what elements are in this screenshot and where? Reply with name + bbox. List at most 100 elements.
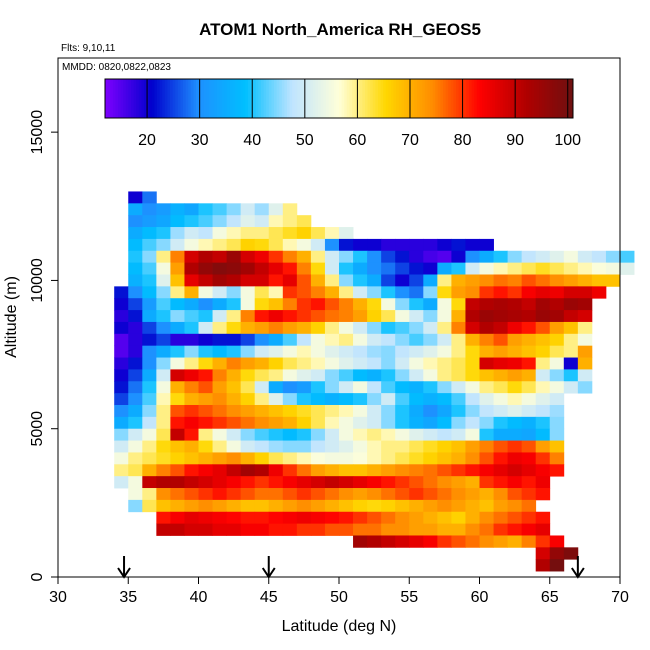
colorbar-swatch [383,79,387,118]
heatmap-cell [353,250,368,264]
heatmap-cell [184,440,199,453]
dates-annotation-bg [59,59,199,73]
heatmap-cell [451,369,466,382]
heatmap-cell [563,547,579,560]
heatmap-cell [226,203,242,216]
colorbar-swatch [107,79,111,118]
heatmap-cell [549,357,565,370]
heatmap-cell [465,511,480,525]
colorbar-tick-label: 80 [454,132,472,149]
heatmap-cell [324,488,340,501]
heatmap-cell [479,345,494,358]
heatmap-cell [198,215,213,228]
heatmap-cell [282,345,298,358]
heatmap-cell [184,476,199,489]
heatmap-cell [296,499,312,513]
axes: 30 35 40 45 50 55 60 65 70 0 5000 10000 15000 [29,110,629,606]
heatmap-cell [423,238,438,252]
heatmap-cell [310,227,326,240]
colorbar-swatch [175,79,179,118]
heatmap-cell [184,262,199,275]
colorbar-swatch [326,79,330,118]
heatmap-cell [479,464,494,477]
colorbar-swatch [229,79,233,118]
heatmap-cell [339,499,354,513]
heatmap-cell [493,298,508,311]
heatmap-cell [521,250,537,264]
heatmap-cell [535,523,551,536]
heatmap-cell [226,440,242,453]
heatmap-cell [339,310,354,323]
heatmap-cell [493,440,508,453]
colorbar-swatch [255,79,259,118]
heatmap-cell [591,262,607,275]
heatmap-cell [240,250,256,264]
colorbar-swatch [232,79,236,118]
heatmap-cell [409,250,424,264]
heatmap-cell [367,345,382,358]
colorbar-swatch [354,79,358,118]
heatmap-cell [395,416,410,430]
heatmap-cell [353,464,368,477]
heatmap-cell [535,357,551,370]
heatmap-cell [563,369,579,382]
heatmap-cell [324,369,340,382]
colorbar-swatch [253,79,257,118]
heatmap-cell [226,452,242,465]
heatmap-cell [409,310,424,323]
heatmap-cell [128,452,143,465]
heatmap-cell [268,428,284,441]
heatmap-cell [395,464,410,477]
heatmap-cell [409,428,424,441]
heatmap-cell [240,464,256,477]
heatmap-cell [423,452,438,465]
heatmap-cell [226,227,242,240]
heatmap-cell [577,333,593,347]
colorbar-swatch [185,79,189,118]
x-tick-label: 50 [330,589,348,606]
heatmap-cell [395,345,410,358]
colorbar-swatch [157,79,161,118]
heatmap-cell [142,250,157,264]
heatmap-cell [535,511,551,525]
heatmap-cell [296,476,312,489]
heatmap-cell [198,488,213,501]
heatmap-cell [395,321,410,335]
heatmap-cell [254,428,270,441]
heatmap-cell [451,452,466,465]
colorbar-swatch [180,79,184,118]
heatmap-cell [170,452,185,465]
heatmap-cell [128,203,143,216]
heatmap-cell [212,381,227,394]
heatmap-cell [451,428,466,441]
heatmap-cell [156,298,171,311]
heatmap-cell [226,262,242,275]
heatmap-cell [128,310,143,323]
colorbar-swatch [339,79,343,118]
heatmap-cell [563,310,579,323]
colorbar-swatch [320,79,324,118]
heatmap-cell [577,298,593,311]
heatmap-cell [409,369,424,382]
heatmap-cell [381,499,396,513]
colorbar-swatch [177,79,181,118]
colorbar-swatch [359,79,363,118]
colorbar-swatch [427,79,431,118]
heatmap-cell [310,369,326,382]
colorbar-swatch [469,79,473,118]
heatmap-cell [521,476,537,489]
heatmap-cell [395,298,410,311]
heatmap-cell [339,357,354,370]
heatmap-cell [156,393,171,406]
heatmap-cell [170,511,185,525]
heatmap-cell [324,310,340,323]
colorbar-swatch [352,79,356,118]
heatmap-cell [128,476,143,489]
heatmap-cell [367,452,382,465]
heatmap-cell [310,511,326,525]
heatmap-cell [184,286,199,299]
heatmap-cell [114,321,129,335]
heatmap-cell [268,416,284,430]
colorbar-swatch [274,79,278,118]
heatmap-cell [465,310,480,323]
